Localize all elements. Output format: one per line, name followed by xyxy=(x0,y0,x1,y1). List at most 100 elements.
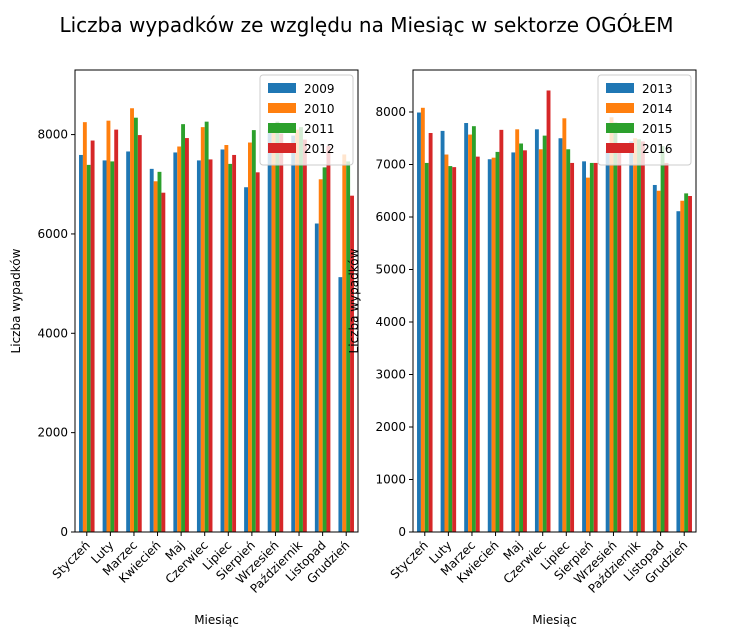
bar-2012-Grudzień xyxy=(350,195,354,532)
bar-2015-Kwiecień xyxy=(495,151,500,532)
bar-2010-Maj xyxy=(177,146,182,532)
bar-2009-Sierpień xyxy=(244,187,248,533)
bar-2014-Wrzesień xyxy=(609,117,614,532)
bar-2009-Maj xyxy=(173,152,178,532)
bar-2015-Marzec xyxy=(471,126,476,533)
bar-2016-Marzec xyxy=(475,156,480,533)
legend-swatch-2016 xyxy=(606,143,634,153)
bar-2013-Grudzień xyxy=(676,211,681,532)
bar-2016-Lipiec xyxy=(570,162,575,532)
bar-2013-Listopad xyxy=(652,184,657,533)
y-tick-label: 4000 xyxy=(375,315,406,329)
bar-2014-Marzec xyxy=(468,134,472,532)
bar-2014-Lipiec xyxy=(562,118,567,533)
bar-2009-Lipiec xyxy=(220,149,225,533)
figure-title: Liczba wypadków ze względu na Miesiąc w … xyxy=(59,13,673,37)
bar-2016-Kwiecień xyxy=(499,129,504,532)
y-tick-label: 5000 xyxy=(375,263,406,277)
legend xyxy=(259,74,354,166)
bar-2014-Czerwiec xyxy=(538,149,543,532)
bar-2010-Kwiecień xyxy=(153,181,158,532)
bar-2015-Październik xyxy=(637,139,641,533)
bar-2013-Czerwiec xyxy=(534,129,539,532)
bar-2012-Lipiec xyxy=(232,154,237,532)
legend-label-2011: 2011 xyxy=(304,122,335,136)
bar-2016-Styczeń xyxy=(428,133,433,532)
y-tick-label: 3000 xyxy=(375,368,406,382)
bar-2012-Październik xyxy=(302,139,307,533)
bar-2014-Luty xyxy=(444,154,449,532)
bar-2012-Kwiecień xyxy=(161,192,166,532)
y-tick-label: 2000 xyxy=(375,420,406,434)
bar-2010-Grudzień xyxy=(342,154,347,532)
bar-2009-Luty xyxy=(102,160,107,532)
bar-2010-Sierpień xyxy=(248,142,252,532)
bar-2010-Czerwiec xyxy=(200,127,205,532)
bar-2013-Styczeń xyxy=(417,112,421,533)
bar-2014-Styczeń xyxy=(420,107,425,533)
bar-2009-Wrzesień xyxy=(267,129,272,533)
bar-2011-Kwiecień xyxy=(157,171,162,532)
y-tick-label: 8000 xyxy=(375,105,406,119)
bar-2009-Kwiecień xyxy=(149,168,154,533)
bar-2012-Luty xyxy=(114,129,119,533)
bar-2014-Sierpień xyxy=(586,177,590,533)
bar-2016-Październik xyxy=(640,141,645,532)
legend-swatch-2012 xyxy=(268,143,296,153)
bar-2013-Marzec xyxy=(464,123,469,533)
bar-2009-Listopad xyxy=(314,223,319,532)
bar-2011-Marzec xyxy=(133,117,138,532)
bar-2015-Wrzesień xyxy=(613,122,618,532)
bar-2010-Październik xyxy=(295,129,300,533)
bar-2016-Grudzień xyxy=(688,196,692,532)
bar-2011-Luty xyxy=(110,161,115,532)
bar-2013-Kwiecień xyxy=(487,159,492,532)
legend-swatch-2009 xyxy=(268,83,296,93)
bar-2010-Marzec xyxy=(130,108,134,532)
bar-2013-Luty xyxy=(440,130,445,532)
bar-2013-Maj xyxy=(511,152,516,532)
bar-2015-Listopad xyxy=(660,146,665,533)
bar-2014-Maj xyxy=(515,129,520,532)
bar-2016-Listopad xyxy=(664,162,669,532)
bar-2009-Czerwiec xyxy=(196,160,201,532)
bar-2015-Sierpień xyxy=(589,162,594,532)
y-tick-label: 7000 xyxy=(375,158,406,172)
legend-label-2009: 2009 xyxy=(304,82,335,96)
bar-2009-Marzec xyxy=(126,151,131,532)
bar-2012-Wrzesień xyxy=(279,133,284,532)
plot-frame xyxy=(412,69,697,533)
x-axis-label: Miesiąc xyxy=(532,613,577,627)
bar-2009-Grudzień xyxy=(338,277,343,532)
y-tick-label: 2000 xyxy=(37,426,68,440)
bar-2009-Październik xyxy=(291,135,296,532)
bar-2011-Styczeń xyxy=(86,164,91,532)
plot-frame xyxy=(74,69,359,533)
bar-2016-Wrzesień xyxy=(617,149,622,532)
bar-2012-Styczeń xyxy=(90,140,95,533)
bar-2011-Grudzień xyxy=(346,161,351,532)
bar-2011-Październik xyxy=(299,127,303,532)
bar-2010-Listopad xyxy=(318,179,323,533)
bar-2011-Czerwiec xyxy=(204,121,209,532)
bar-2012-Marzec xyxy=(137,135,142,532)
bar-2011-Sierpień xyxy=(251,130,256,533)
bar-2015-Lipiec xyxy=(566,149,571,532)
bar-2010-Styczeń xyxy=(82,122,87,532)
bar-2013-Lipiec xyxy=(558,138,563,532)
bar-2016-Czerwiec xyxy=(546,90,551,532)
bar-2012-Maj xyxy=(185,138,189,532)
legend-label-2016: 2016 xyxy=(642,142,673,156)
legend-label-2014: 2014 xyxy=(642,102,673,116)
y-axis-label: Liczba wypadków xyxy=(347,248,361,353)
legend-swatch-2010 xyxy=(268,103,296,113)
bar-2015-Luty xyxy=(448,166,453,532)
bar-2014-Listopad xyxy=(656,190,661,532)
legend-label-2013: 2013 xyxy=(642,82,673,96)
legend-label-2010: 2010 xyxy=(304,102,335,116)
bar-2011-Maj xyxy=(181,124,186,533)
bar-2013-Wrzesień xyxy=(605,150,610,532)
bar-2014-Grudzień xyxy=(680,200,685,533)
bar-2013-Październik xyxy=(629,141,634,532)
